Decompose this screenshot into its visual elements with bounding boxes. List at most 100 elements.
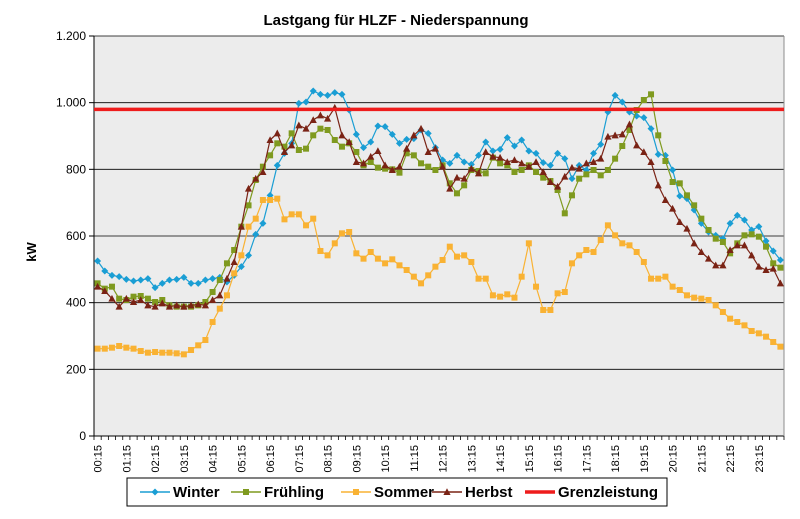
- data-point-herbst: [180, 302, 188, 310]
- data-point-fruehling: [338, 143, 345, 150]
- data-point-winter: [460, 158, 468, 166]
- data-point-fruehling: [727, 250, 734, 257]
- data-point-herbst: [388, 166, 396, 173]
- x-tick-label: 07:15: [294, 445, 306, 473]
- data-point-herbst: [776, 279, 785, 287]
- data-point-sommer: [188, 347, 195, 353]
- data-point-sommer: [640, 259, 647, 265]
- data-point-winter: [475, 151, 483, 159]
- data-point-sommer: [777, 343, 784, 350]
- data-point-herbst: [712, 261, 720, 269]
- data-point-herbst: [496, 153, 504, 161]
- data-point-fruehling: [274, 140, 281, 147]
- data-point-herbst: [266, 136, 274, 143]
- data-point-sommer: [511, 294, 518, 301]
- data-point-herbst: [683, 224, 691, 232]
- data-point-sommer: [612, 232, 619, 239]
- data-point-sommer: [238, 252, 245, 259]
- data-point-herbst: [561, 172, 569, 180]
- data-point-fruehling: [482, 170, 489, 177]
- x-tick-label: 13:15: [466, 445, 478, 473]
- data-point-winter: [158, 279, 166, 287]
- data-point-fruehling: [209, 289, 216, 295]
- data-point-fruehling: [612, 155, 619, 162]
- data-point-herbst: [395, 162, 404, 170]
- data-point-sommer: [274, 195, 281, 202]
- y-tick-label: 0: [79, 429, 86, 443]
- data-point-sommer: [691, 294, 698, 301]
- data-point-herbst: [173, 301, 181, 309]
- data-point-winter: [496, 145, 504, 153]
- data-point-herbst: [647, 158, 655, 165]
- data-point-fruehling: [461, 182, 468, 189]
- data-point-fruehling: [770, 260, 777, 267]
- legend-box: [126, 477, 668, 507]
- data-point-sommer: [209, 319, 216, 325]
- data-point-sommer: [116, 343, 123, 349]
- data-point-herbst: [525, 162, 533, 170]
- data-point-sommer: [137, 348, 144, 354]
- data-point-fruehling: [317, 125, 324, 132]
- data-point-sommer: [216, 305, 223, 312]
- data-point-sommer: [94, 345, 101, 352]
- data-point-sommer: [202, 337, 209, 343]
- data-point-winter: [194, 279, 202, 287]
- data-point-herbst: [740, 241, 749, 249]
- data-point-winter: [618, 98, 626, 106]
- data-point-sommer: [367, 249, 374, 255]
- data-point-sommer: [712, 302, 719, 309]
- data-point-herbst: [719, 261, 727, 269]
- data-point-herbst: [288, 141, 296, 149]
- data-point-fruehling: [259, 163, 266, 170]
- data-point-winter: [546, 161, 554, 169]
- data-point-fruehling: [216, 277, 223, 283]
- data-point-sommer: [295, 211, 302, 218]
- data-point-herbst: [417, 124, 425, 132]
- data-point-fruehling: [245, 202, 252, 209]
- data-point-sommer: [633, 249, 640, 255]
- data-point-fruehling: [295, 147, 302, 153]
- data-point-winter: [503, 134, 511, 142]
- data-point-herbst: [467, 164, 475, 172]
- data-point-herbst: [244, 184, 253, 192]
- data-point-sommer: [123, 344, 130, 351]
- x-tick-label: 08:15: [323, 445, 335, 473]
- x-tick-label: 20:15: [668, 445, 680, 473]
- data-point-sommer: [497, 293, 504, 300]
- data-point-sommer: [676, 287, 683, 293]
- data-point-herbst: [546, 178, 555, 185]
- data-point-herbst: [575, 164, 583, 172]
- data-point-herbst: [539, 168, 547, 175]
- data-point-winter: [446, 159, 454, 167]
- data-point-herbst: [453, 173, 461, 181]
- series-sommer: [94, 195, 784, 358]
- data-point-winter: [173, 275, 181, 283]
- data-point-herbst: [424, 148, 432, 155]
- data-point-winter: [352, 130, 360, 138]
- legend-swatch-marker: [151, 488, 159, 496]
- data-point-winter: [201, 276, 209, 284]
- data-point-winter: [733, 211, 741, 219]
- data-point-herbst: [352, 158, 360, 165]
- data-point-sommer: [159, 349, 166, 356]
- data-point-sommer: [130, 345, 137, 352]
- y-tick-label: 1.200: [56, 29, 86, 43]
- y-tick-label: 400: [66, 296, 86, 310]
- data-point-herbst: [726, 246, 734, 253]
- data-point-fruehling: [626, 127, 633, 133]
- data-point-sommer: [482, 275, 489, 282]
- data-point-winter: [762, 237, 770, 245]
- chart-title: Lastgang für HLZF - Niederspannung: [264, 12, 529, 29]
- data-point-sommer: [288, 211, 295, 218]
- data-point-herbst: [510, 156, 519, 163]
- data-point-herbst: [137, 296, 145, 303]
- data-point-fruehling: [533, 169, 540, 175]
- data-point-herbst: [295, 121, 303, 129]
- data-point-herbst: [748, 251, 756, 259]
- data-point-herbst: [374, 147, 382, 154]
- data-point-herbst: [431, 144, 440, 152]
- data-point-sommer: [561, 289, 568, 295]
- data-point-sommer: [439, 257, 446, 263]
- data-point-winter: [482, 138, 490, 146]
- data-point-sommer: [374, 255, 381, 262]
